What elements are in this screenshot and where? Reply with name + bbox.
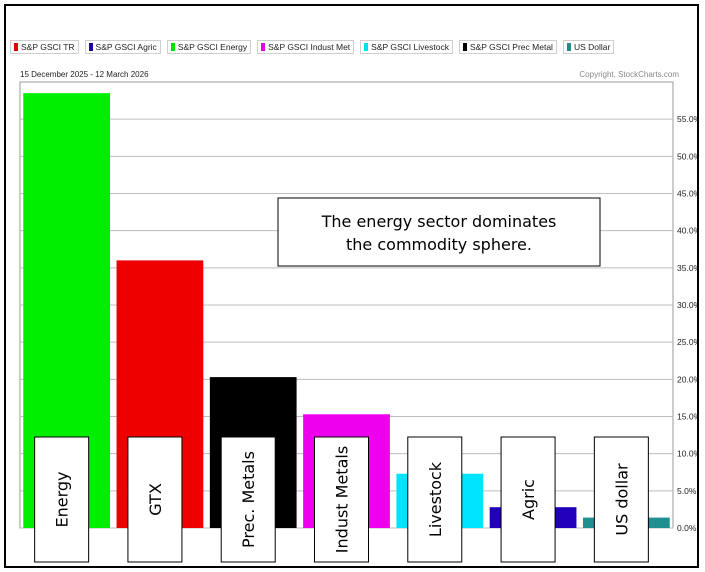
legend-swatch (88, 43, 93, 51)
category-label-box: Prec. Metals (220, 436, 276, 563)
x-category-label: Prec. Metals (239, 451, 258, 548)
copyright-text: Copyright, StockCharts.com (579, 70, 679, 79)
annotation-line-1: The energy sector dominates (321, 212, 557, 231)
legend-swatch (14, 43, 18, 51)
y-tick-label: 0.0% (677, 523, 697, 533)
legend-label: S&P GSCI TR (21, 42, 75, 52)
annotation-box: The energy sector dominates the commodity… (277, 197, 601, 267)
x-category-label: US dollar (612, 463, 631, 536)
legend-item: S&P GSCI Energy (166, 40, 252, 54)
label-box (127, 436, 183, 563)
date-range: 15 December 2025 - 12 March 2026 (20, 70, 149, 79)
label-box (593, 436, 649, 563)
x-category-label: Agric (519, 479, 538, 520)
legend-label: US Dollar (573, 42, 611, 52)
legend-label: S&P GSCI Energy (177, 42, 248, 52)
category-label-box: US dollar (593, 436, 649, 563)
legend-item: S&P GSCI Agric (84, 40, 161, 54)
legend-label: S&P GSCI Livestock (371, 42, 449, 52)
legend-swatch (364, 43, 369, 51)
label-box (34, 436, 90, 563)
legend: S&P GSCI TR S&P GSCI Agric S&P GSCI Energy… (10, 37, 615, 57)
category-label-box: Agric (500, 436, 556, 563)
y-tick-label: 20.0% (677, 374, 697, 384)
y-tick-label: 15.0% (677, 412, 697, 422)
legend-swatch (462, 43, 467, 51)
legend-swatch (566, 43, 571, 51)
y-tick-label: 5.0% (677, 486, 697, 496)
y-tick-label: 55.0% (677, 114, 697, 124)
x-category-label: Indust Metals (333, 446, 352, 553)
label-box (314, 436, 369, 563)
annotation-line-2: the commodity sphere. (346, 235, 532, 254)
category-label-box: Energy (34, 436, 90, 563)
x-category-label: Energy (53, 471, 72, 527)
legend-swatch (261, 43, 266, 51)
y-tick-label: 25.0% (677, 337, 697, 347)
legend-item: S&P GSCI Prec Metal (458, 40, 557, 54)
legend-label: S&P GSCI Prec Metal (469, 42, 553, 52)
y-tick-label: 10.0% (677, 449, 697, 459)
legend-label: S&P GSCI Indust Met (268, 42, 351, 52)
y-tick-label: 30.0% (677, 300, 697, 310)
annotation-border (277, 197, 601, 267)
legend-item: S&P GSCI TR (10, 40, 79, 54)
y-tick-label: 35.0% (677, 263, 697, 273)
legend-item: S&P GSCI Indust Met (257, 40, 355, 54)
y-tick-label: 45.0% (677, 189, 697, 199)
category-label-box: Indust Metals (314, 436, 369, 563)
legend-item: S&P GSCI Livestock (360, 40, 453, 54)
y-tick-label: 40.0% (677, 226, 697, 236)
x-category-label: Livestock (426, 461, 445, 537)
label-box (220, 436, 276, 563)
legend-swatch (170, 43, 175, 51)
label-box (407, 436, 463, 563)
chart-frame: S&P GSCI TR S&P GSCI Agric S&P GSCI Energy… (4, 4, 699, 568)
legend-label: S&P GSCI Agric (95, 42, 157, 52)
legend-item: US Dollar (562, 40, 615, 54)
category-label-box: GTX (127, 436, 183, 563)
bar-chart: 0.0% 5.0% 10.0% 15.0% 20.0% 25.0% 30.0% 35.0% 40… (19, 81, 697, 563)
label-box (500, 436, 556, 563)
y-tick-label: 50.0% (677, 151, 697, 161)
category-label-box: Livestock (407, 436, 463, 563)
x-category-label: GTX (146, 483, 165, 516)
